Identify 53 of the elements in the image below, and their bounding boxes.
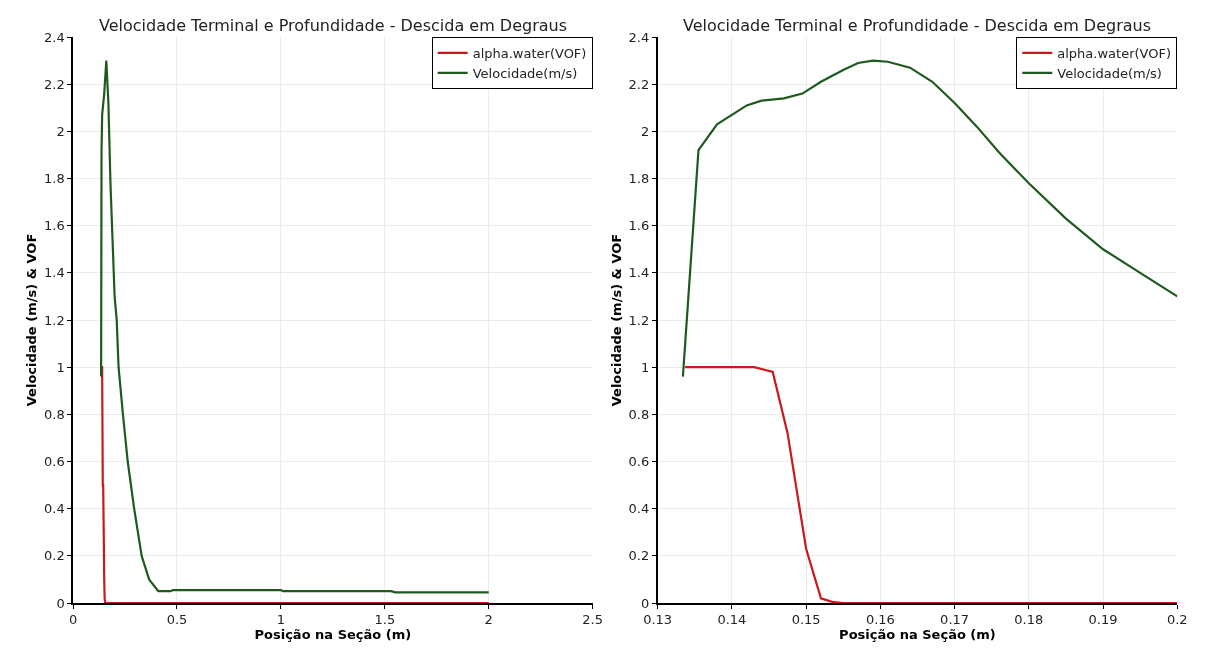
legend-label: alpha.water(VOF) [1057, 46, 1172, 62]
chart-title: Velocidade Terminal e Profundidade - Descida em Degraus [683, 16, 1151, 35]
line-series [681, 59, 1178, 378]
y-tick-label: 0.4 [44, 501, 65, 517]
y-tick-label: 1 [641, 359, 650, 375]
x-tick-label: 0.19 [1088, 612, 1118, 628]
y-tick-label: 1.2 [628, 312, 650, 328]
x-tick-label: 2 [484, 612, 493, 628]
y-tick-label: 1.8 [44, 171, 65, 187]
legend-label: Velocidade(m/s) [1057, 65, 1162, 81]
x-tick-label: 0.18 [1014, 612, 1044, 628]
y-tick-label: 2.2 [628, 76, 650, 92]
y-tick-label: 0.6 [628, 454, 650, 470]
y-axis-title: Velocidade (m/s) & VOF [24, 233, 40, 407]
y-tick-label: 1.2 [44, 312, 65, 328]
y-tick-label: 1.8 [628, 171, 650, 187]
x-tick-label: 1 [276, 612, 286, 628]
y-axis-title: Velocidade (m/s) & VOF [609, 233, 625, 407]
legend-label: Velocidade(m/s) [472, 65, 578, 81]
x-tick-label: 0.14 [717, 612, 747, 628]
x-axis-title: Posição na Seção (m) [839, 627, 996, 643]
y-tick-label: 0 [56, 595, 65, 611]
chart-title: Velocidade Terminal e Profundidade - Descida em Degraus [99, 16, 567, 35]
line-series [100, 366, 490, 603]
y-tick-label: 2.4 [628, 29, 650, 45]
x-tick-label: 0.17 [940, 612, 970, 628]
y-tick-label: 1.6 [44, 218, 65, 234]
y-tick-label: 0 [641, 595, 650, 611]
y-tick-label: 1.4 [628, 265, 650, 281]
x-tick-label: 0.13 [643, 612, 673, 628]
x-tick-label: 0.15 [791, 612, 821, 628]
line-series [684, 366, 1178, 603]
x-tick-label: 0.5 [166, 612, 188, 628]
y-tick-label: 2 [56, 123, 65, 139]
x-axis-title: Posição na Seção (m) [254, 627, 412, 643]
y-tick-label: 1 [56, 359, 65, 375]
x-tick-label: 2.5 [582, 612, 604, 628]
x-tick-label: 0 [68, 612, 78, 628]
y-tick-label: 2.2 [44, 76, 65, 92]
x-tick-label: 0.2 [1166, 612, 1188, 628]
x-tick-label: 1.5 [374, 612, 396, 628]
y-tick-label: 1.4 [44, 265, 65, 281]
y-tick-label: 0.2 [44, 548, 65, 564]
y-tick-label: 0.8 [44, 406, 65, 422]
y-tick-label: 0.8 [628, 406, 650, 422]
y-tick-label: 2 [641, 123, 650, 139]
y-tick-label: 2.4 [44, 29, 65, 45]
y-tick-label: 0.2 [628, 548, 650, 564]
y-tick-label: 0.4 [628, 501, 650, 517]
x-tick-label: 0.16 [865, 612, 895, 628]
y-tick-label: 1.6 [628, 218, 650, 234]
y-tick-label: 0.6 [44, 454, 65, 470]
legend-label: alpha.water(VOF) [472, 46, 587, 62]
